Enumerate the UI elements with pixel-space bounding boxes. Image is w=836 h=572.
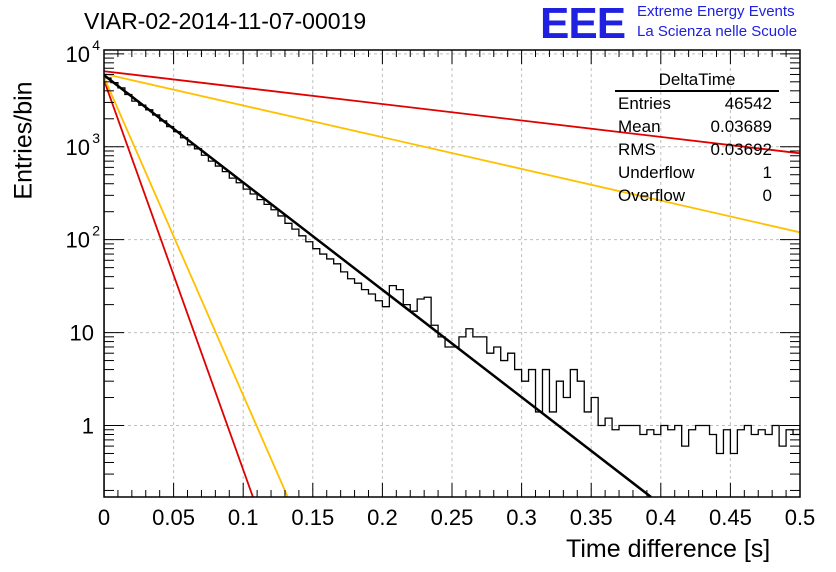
x-tick-label: 0.05 xyxy=(152,505,195,530)
stats-value: 46542 xyxy=(724,94,772,113)
stats-title: DeltaTime xyxy=(658,70,736,89)
stats-label: Overflow xyxy=(618,186,686,205)
y-tick-label: 10 xyxy=(66,42,90,67)
chart-series xyxy=(104,70,800,497)
stats-value: 0.03692 xyxy=(710,140,772,159)
stats-box: DeltaTime Entries 46542 Mean 0.03689 RMS… xyxy=(612,70,782,207)
yellow-exponential-line xyxy=(104,72,800,234)
plot-frame xyxy=(103,49,801,498)
y-tick-label: 10 xyxy=(66,228,90,253)
stats-value: 0 xyxy=(762,186,772,205)
stats-row-mean: Mean 0.03689 xyxy=(612,115,782,138)
y-tick-label: 10 xyxy=(70,321,94,346)
y-tick-label: 1 xyxy=(82,413,94,438)
stats-label: Mean xyxy=(618,117,661,136)
stats-value: 0.03689 xyxy=(710,117,772,136)
stats-value: 1 xyxy=(762,163,772,182)
x-axis-label: Time difference [s] xyxy=(566,535,771,563)
red-exponential-line xyxy=(104,70,800,155)
x-tick-label: 0.1 xyxy=(228,505,259,530)
x-tick-label: 0.2 xyxy=(367,505,398,530)
x-tick-label: 0 xyxy=(98,505,110,530)
y-tick-label: 10 xyxy=(66,135,90,160)
y-axis-label: Entries/bin xyxy=(9,81,38,200)
fit-exponential-line xyxy=(104,74,652,497)
stats-label: Underflow xyxy=(618,163,695,182)
stats-row-overflow: Overflow 0 xyxy=(612,184,782,207)
stats-row-entries: Entries 46542 xyxy=(612,92,782,115)
stats-row-rms: RMS 0.03692 xyxy=(612,138,782,161)
y-tick-exponent: 3 xyxy=(92,130,100,146)
axis-ticks: 0 0.05 0.1 0.15 0.2 0.25 0.3 0.35 0.4 0.45 0.51101… xyxy=(66,37,816,530)
x-tick-label: 0.25 xyxy=(431,505,474,530)
stats-divider xyxy=(615,90,779,92)
histogram-bars xyxy=(104,77,800,497)
stats-row-underflow: Underflow 1 xyxy=(612,161,782,184)
stats-label: RMS xyxy=(618,140,656,159)
y-tick-exponent: 2 xyxy=(92,223,100,239)
logo-subtitle-line1: Extreme Energy Events xyxy=(637,3,795,20)
x-tick-label: 0.15 xyxy=(291,505,334,530)
x-tick-label: 0.3 xyxy=(506,505,537,530)
logo-subtitle-line2: La Scienza nelle Scuole xyxy=(637,23,798,40)
stats-label: Entries xyxy=(618,94,671,113)
red-exponential-line xyxy=(104,79,254,497)
yellow-exponential-line xyxy=(104,76,289,497)
x-tick-label: 0.35 xyxy=(570,505,613,530)
eee-logo: EEE xyxy=(540,0,626,48)
y-tick-exponent: 4 xyxy=(92,37,100,53)
x-tick-label: 0.45 xyxy=(709,505,752,530)
x-tick-label: 0.5 xyxy=(785,505,816,530)
x-tick-label: 0.4 xyxy=(646,505,677,530)
chart-title: VIAR-02-2014-11-07-00019 xyxy=(84,8,367,34)
